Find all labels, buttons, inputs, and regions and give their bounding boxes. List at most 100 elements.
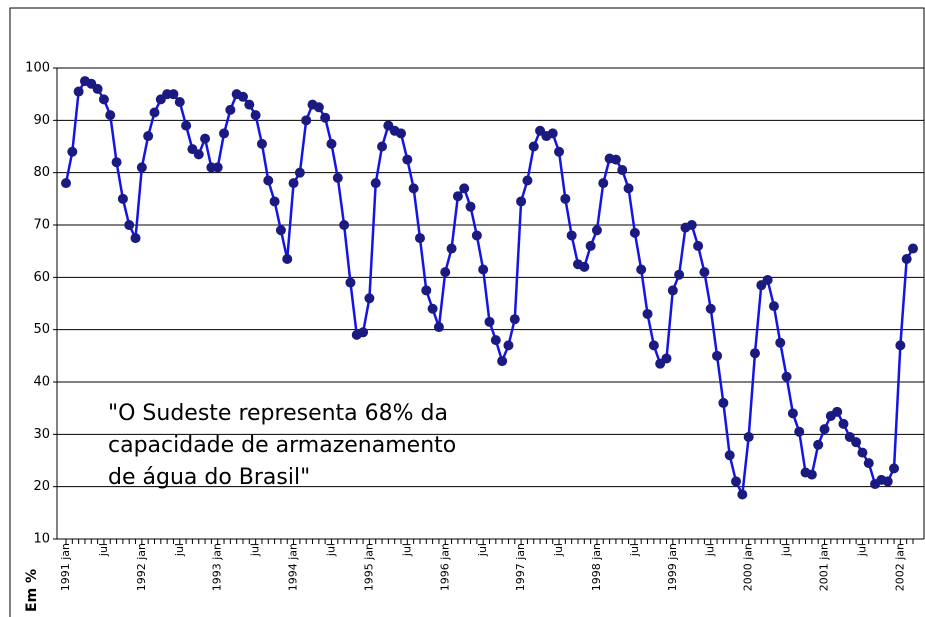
x-tick-label: jul bbox=[628, 543, 641, 557]
x-tick-label: jul bbox=[97, 543, 110, 557]
x-tick-label: jul bbox=[173, 543, 186, 557]
data-point bbox=[370, 178, 381, 189]
data-point bbox=[737, 489, 748, 500]
data-point bbox=[339, 220, 350, 230]
data-point bbox=[73, 86, 84, 97]
x-tick-label: jul bbox=[400, 543, 413, 557]
data-point bbox=[433, 322, 444, 333]
data-point bbox=[610, 154, 621, 165]
data-point bbox=[667, 285, 678, 296]
data-point bbox=[522, 175, 533, 186]
data-point bbox=[313, 102, 324, 113]
data-point bbox=[117, 193, 128, 204]
data-point bbox=[332, 172, 343, 183]
x-tick-label: 1993 jan bbox=[211, 543, 224, 591]
data-point bbox=[130, 233, 141, 244]
x-tick-label: 1992 jan bbox=[135, 543, 148, 591]
data-point bbox=[838, 418, 849, 429]
data-point bbox=[560, 193, 571, 204]
y-tick-label: 40 bbox=[33, 375, 50, 390]
data-point bbox=[768, 301, 779, 312]
data-point bbox=[465, 201, 476, 212]
data-point bbox=[819, 424, 830, 435]
y-tick-label: 20 bbox=[33, 479, 50, 494]
x-tick-label: jul bbox=[249, 543, 262, 557]
data-point bbox=[452, 191, 463, 202]
data-point bbox=[591, 225, 602, 236]
data-point bbox=[421, 285, 432, 296]
x-tick-label: 1994 jan bbox=[287, 543, 300, 591]
data-point bbox=[124, 220, 135, 230]
data-point bbox=[200, 133, 211, 144]
data-point bbox=[377, 141, 388, 152]
data-point bbox=[731, 476, 742, 487]
x-tick-label: jul bbox=[780, 543, 793, 557]
data-point bbox=[446, 243, 457, 254]
data-point bbox=[212, 162, 223, 173]
data-point bbox=[326, 138, 337, 149]
data-point bbox=[408, 183, 419, 194]
data-point bbox=[699, 267, 710, 278]
x-tick-label: 1991 jan bbox=[59, 543, 72, 591]
data-point bbox=[794, 426, 805, 437]
data-point bbox=[105, 110, 116, 121]
data-point bbox=[244, 99, 255, 110]
data-point bbox=[863, 458, 874, 469]
x-tick-label: 2000 jan bbox=[742, 543, 755, 591]
data-point bbox=[294, 167, 305, 178]
y-tick-label: 90 bbox=[33, 113, 50, 128]
data-point bbox=[490, 335, 501, 346]
y-tick-label: 80 bbox=[33, 165, 50, 180]
data-point bbox=[617, 165, 628, 176]
data-point bbox=[674, 269, 685, 280]
x-tick-label: jul bbox=[324, 543, 337, 557]
data-point bbox=[781, 371, 792, 382]
data-point bbox=[547, 128, 558, 139]
data-point bbox=[851, 437, 862, 448]
x-tick-label: 2001 jan bbox=[818, 543, 831, 591]
data-point bbox=[629, 227, 640, 238]
data-point bbox=[661, 353, 672, 364]
data-point bbox=[579, 261, 590, 272]
data-point bbox=[806, 469, 817, 480]
data-point bbox=[762, 274, 773, 285]
data-point bbox=[67, 146, 78, 157]
data-point bbox=[787, 408, 798, 419]
data-point bbox=[427, 303, 438, 314]
data-point bbox=[705, 303, 716, 314]
data-point bbox=[237, 91, 248, 102]
data-point bbox=[623, 183, 634, 194]
data-point bbox=[478, 264, 489, 275]
y-tick-label: 50 bbox=[33, 322, 50, 337]
x-tick-label: 1995 jan bbox=[362, 543, 375, 591]
data-point bbox=[566, 230, 577, 241]
data-point bbox=[136, 162, 147, 173]
data-point bbox=[269, 196, 280, 207]
data-point bbox=[895, 340, 906, 351]
data-point bbox=[554, 146, 565, 157]
x-tick-label: jul bbox=[855, 543, 868, 557]
data-point bbox=[396, 128, 407, 139]
data-point bbox=[648, 340, 659, 351]
y-tick-label: 60 bbox=[33, 270, 50, 285]
annotation: capacidade de armazenamento bbox=[108, 433, 456, 458]
data-point bbox=[889, 463, 900, 474]
data-point bbox=[484, 316, 495, 327]
y-tick-label: 30 bbox=[33, 427, 50, 442]
data-point bbox=[459, 183, 470, 194]
frame bbox=[9, 7, 925, 617]
data-point bbox=[712, 350, 723, 361]
data-point bbox=[901, 254, 912, 265]
data-point bbox=[181, 120, 192, 131]
data-point bbox=[440, 267, 451, 278]
data-point bbox=[174, 97, 185, 108]
data-point bbox=[193, 149, 204, 160]
data-point bbox=[636, 264, 647, 275]
data-point bbox=[263, 175, 274, 186]
annotation: "O Sudeste representa 68% da bbox=[108, 401, 448, 426]
x-tick-label: jul bbox=[552, 543, 565, 557]
x-tick-label: jul bbox=[704, 543, 717, 557]
data-point bbox=[143, 131, 154, 142]
data-point bbox=[275, 225, 286, 236]
